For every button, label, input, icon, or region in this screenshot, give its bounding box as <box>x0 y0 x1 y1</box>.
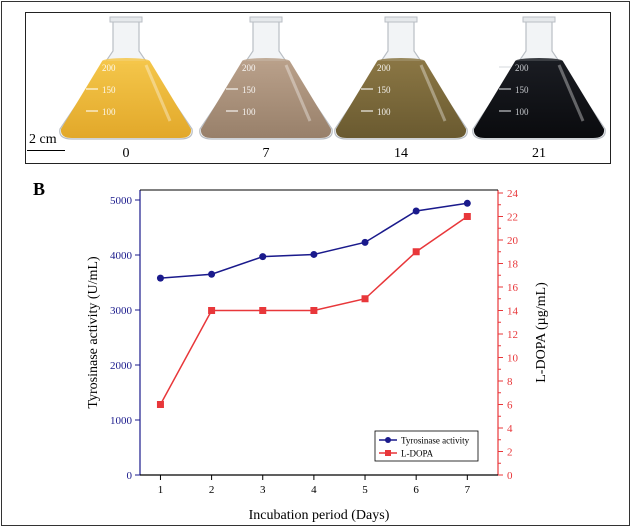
liquid-surface <box>515 58 563 64</box>
legend-marker <box>385 450 391 456</box>
y2-tick-label: 6 <box>507 400 513 412</box>
y2-tick-label: 12 <box>507 329 518 341</box>
legend-label: L-DOPA <box>401 449 434 459</box>
glass-highlight <box>557 64 585 122</box>
graduation-label: 200 <box>242 63 256 73</box>
graduation-label: 150 <box>102 85 116 95</box>
graduation-label: 200 <box>515 63 529 73</box>
y2-tick-label: 8 <box>507 376 513 388</box>
x-tick-label: 3 <box>260 484 266 496</box>
data-point <box>361 295 369 303</box>
data-point <box>463 199 471 207</box>
y2-tick-label: 16 <box>507 282 519 294</box>
flask-liquid <box>473 61 605 138</box>
flask-rim <box>522 16 556 23</box>
y2-tick-label: 4 <box>507 423 513 435</box>
flask-liquid <box>200 61 332 138</box>
panel-b-label: B <box>33 179 46 199</box>
y2-tick-label: 2 <box>507 447 513 459</box>
scale-bar-line <box>27 150 65 151</box>
y2-tick-label: 24 <box>507 188 519 200</box>
day-label-14: 14 <box>394 146 408 161</box>
data-point <box>310 307 318 314</box>
liquid-surface <box>377 58 425 64</box>
x-tick-label: 5 <box>362 484 368 496</box>
data-point <box>259 253 267 261</box>
y2-tick-label: 14 <box>507 306 519 318</box>
graduation-label: 100 <box>515 107 529 117</box>
flask-rim <box>384 16 418 23</box>
data-point <box>310 250 318 258</box>
legend-label: Tyrosinase activity <box>401 436 470 446</box>
glass-highlight <box>419 64 447 122</box>
y2-tick-label: 0 <box>507 470 513 482</box>
data-point <box>259 307 267 314</box>
graduation-label: 150 <box>242 85 256 95</box>
y-tick-label: 2000 <box>110 360 133 372</box>
data-point <box>463 213 471 220</box>
y2-axis-label: L-DOPA (µg/mL) <box>534 282 549 383</box>
data-point <box>208 307 216 314</box>
graduation-label: 100 <box>102 107 116 117</box>
x-tick-label: 6 <box>413 484 419 496</box>
graduation-label: 150 <box>515 85 529 95</box>
flask-21: 200 150 100 <box>472 16 606 140</box>
flask-photo-panel: 200 150 100 200 150 100 200 150 100 200 150 100 <box>25 12 611 164</box>
data-point <box>156 274 164 282</box>
legend-marker <box>385 437 391 443</box>
glass-highlight <box>144 64 172 122</box>
graduation-label: 150 <box>377 85 391 95</box>
data-point <box>208 270 216 278</box>
data-point <box>412 207 420 215</box>
graduation-label: 200 <box>102 63 116 73</box>
graduation-label: 100 <box>377 107 391 117</box>
legend-box <box>374 430 479 462</box>
y-tick-label: 5000 <box>110 195 133 207</box>
x-axis-label: Incubation period (Days) <box>249 508 390 523</box>
data-point <box>361 238 369 246</box>
y2-tick-label: 10 <box>507 353 519 365</box>
flask-rim <box>249 16 283 23</box>
data-point <box>412 248 420 256</box>
y2-tick-label: 18 <box>507 259 519 271</box>
y-tick-label: 1000 <box>110 415 133 427</box>
y-tick-label: 0 <box>127 470 133 482</box>
x-tick-label: 2 <box>209 484 215 496</box>
flask-7: 200 150 100 <box>199 16 333 140</box>
x-tick-label: 1 <box>158 484 164 496</box>
glass-highlight <box>284 64 312 122</box>
legend: Tyrosinase activity L-DOPA <box>374 430 479 462</box>
flask-14: 200 150 100 <box>334 16 468 140</box>
data-point <box>156 401 164 408</box>
day-label-7: 7 <box>262 146 270 161</box>
liquid-surface <box>242 58 290 64</box>
liquid-surface <box>102 58 150 64</box>
flask-liquid <box>335 61 467 138</box>
day-label-0: 0 <box>122 146 130 161</box>
flask-0: 200 150 100 <box>59 16 193 140</box>
x-tick-label: 4 <box>311 484 317 496</box>
series-line-0 <box>160 202 468 279</box>
x-tick-label: 7 <box>465 484 471 496</box>
y-axis-label: Tyrosinase activity (U/mL) <box>86 256 101 409</box>
day-label-21: 21 <box>532 146 546 161</box>
y2-tick-label: 20 <box>507 235 519 247</box>
flask-rim <box>109 16 143 23</box>
y-tick-label: 4000 <box>110 250 133 262</box>
graduation-label: 200 <box>377 63 391 73</box>
y2-tick-label: 22 <box>507 212 518 224</box>
scale-bar-label: 2 cm <box>29 132 57 147</box>
y-tick-label: 3000 <box>110 305 133 317</box>
graduation-label: 100 <box>242 107 256 117</box>
flask-liquid <box>60 61 192 138</box>
flask-photos: 200 150 100 200 150 100 200 150 100 200 150 100 <box>59 16 606 140</box>
